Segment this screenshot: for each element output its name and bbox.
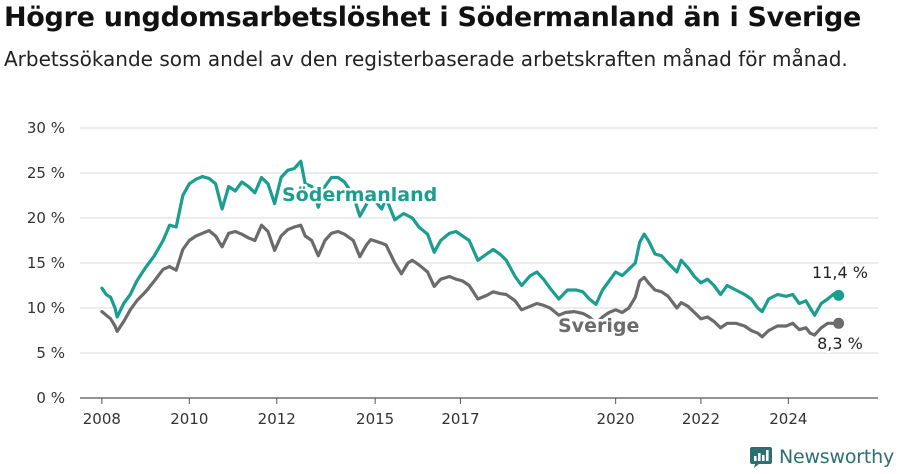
x-tick-label: 2015 <box>356 410 394 428</box>
sverige-series-label: Sverige <box>558 315 639 337</box>
series-lines <box>100 159 845 339</box>
y-tick-label: 0 % <box>36 389 65 407</box>
sverige-end-value-label: 8,3 % <box>817 334 863 353</box>
sodermanland-end-value-label: 11,4 % <box>812 263 868 282</box>
x-tick-label: 2020 <box>597 410 635 428</box>
sodermanland-series-label: Södermanland <box>282 184 437 206</box>
chart-title: Högre ungdomsarbetslöshet i Södermanland… <box>4 2 861 33</box>
sverige-line <box>100 223 841 339</box>
sodermanland-end-marker <box>833 289 845 301</box>
sodermanland-line <box>100 159 841 319</box>
x-tick-label: 2010 <box>170 410 208 428</box>
y-tick-label: 20 % <box>27 209 65 227</box>
series-labels: Södermanland 11,4 % Sverige 8,3 % <box>280 182 870 356</box>
x-tick-label: 2022 <box>682 410 720 428</box>
y-tick-label: 10 % <box>27 299 65 317</box>
x-tick-label: 2008 <box>83 410 121 428</box>
sverige-end-marker <box>833 317 845 329</box>
y-axis-tick-labels: 0 % 5 % 10 % 15 % 20 % 25 % 30 % <box>27 119 65 407</box>
gridlines <box>80 127 878 399</box>
x-tick-label: 2012 <box>258 410 296 428</box>
brand-name: Newsworthy <box>778 446 894 468</box>
chart-subtitle: Arbetssökande som andel av den registerb… <box>4 47 848 71</box>
y-tick-label: 15 % <box>27 254 65 272</box>
x-axis: 2008 2010 2012 2015 2017 2020 2022 2024 <box>83 398 807 428</box>
x-tick-label: 2024 <box>769 410 807 428</box>
x-tick-label: 2017 <box>441 410 479 428</box>
y-tick-label: 25 % <box>27 164 65 182</box>
newsworthy-logo-icon <box>749 447 772 468</box>
y-tick-label: 30 % <box>27 119 65 137</box>
newsworthy-logo[interactable]: Newsworthy <box>749 443 894 471</box>
y-tick-label: 5 % <box>36 344 65 362</box>
